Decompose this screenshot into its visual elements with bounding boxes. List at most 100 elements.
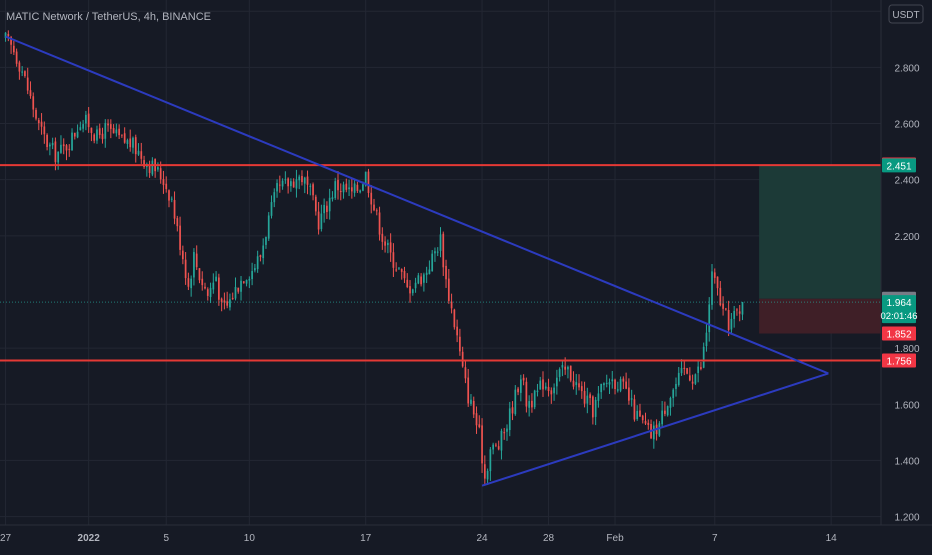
candle-down[interactable] [198, 268, 201, 284]
candle-up[interactable] [209, 282, 212, 304]
candle-down[interactable] [259, 254, 262, 262]
candle-up[interactable] [151, 157, 154, 177]
candle-down[interactable] [184, 252, 187, 285]
candle-down[interactable] [633, 394, 636, 422]
candle-down[interactable] [26, 67, 29, 95]
candle-down[interactable] [339, 183, 342, 201]
candle-down[interactable] [467, 368, 470, 407]
candle-up[interactable] [320, 204, 323, 232]
candle-down[interactable] [231, 292, 234, 300]
candle-down[interactable] [370, 185, 373, 214]
candle-down[interactable] [168, 189, 170, 208]
candle-down[interactable] [101, 127, 104, 144]
candle-up[interactable] [711, 264, 713, 310]
candle-up[interactable] [328, 188, 331, 220]
candle-up[interactable] [553, 383, 555, 401]
candle-down[interactable] [406, 273, 409, 289]
candle-down[interactable] [195, 245, 198, 271]
candle-down[interactable] [483, 455, 486, 486]
candle-up[interactable] [702, 342, 705, 369]
candle-down[interactable] [93, 133, 96, 144]
candle-up[interactable] [470, 394, 472, 406]
candle-up[interactable] [439, 227, 442, 258]
candle-down[interactable] [456, 319, 458, 343]
candle-down[interactable] [317, 201, 320, 235]
candle-up[interactable] [137, 143, 140, 156]
candle-up[interactable] [425, 266, 428, 284]
candle-up[interactable] [334, 177, 337, 200]
candle-up[interactable] [298, 174, 301, 190]
candle-up[interactable] [273, 188, 276, 208]
candle-up[interactable] [215, 271, 217, 282]
candle-up[interactable] [675, 377, 677, 397]
candle-down[interactable] [686, 367, 688, 375]
candle-down[interactable] [592, 395, 594, 425]
candle-down[interactable] [497, 440, 500, 451]
candle-down[interactable] [569, 365, 572, 383]
candle-down[interactable] [90, 127, 93, 142]
candle-up[interactable] [431, 250, 434, 272]
candle-up[interactable] [705, 323, 708, 352]
candle-down[interactable] [43, 121, 46, 144]
candle-down[interactable] [450, 293, 453, 314]
profit-zone[interactable] [759, 165, 881, 299]
candle-up[interactable] [741, 301, 744, 321]
candle-down[interactable] [237, 287, 240, 294]
candle-down[interactable] [218, 273, 220, 306]
candle-down[interactable] [129, 129, 132, 152]
candle-up[interactable] [170, 196, 173, 203]
candle-down[interactable] [400, 268, 403, 280]
candle-up[interactable] [414, 277, 417, 293]
candle-up[interactable] [229, 293, 231, 311]
candle-down[interactable] [292, 178, 295, 188]
candle-down[interactable] [688, 367, 691, 382]
candle-up[interactable] [248, 276, 251, 289]
candle-down[interactable] [12, 40, 15, 56]
candle-up[interactable] [597, 386, 600, 408]
candle-up[interactable] [575, 373, 578, 395]
candle-down[interactable] [392, 243, 395, 277]
candle-down[interactable] [32, 92, 35, 118]
candle-down[interactable] [420, 273, 422, 287]
candle-up[interactable] [533, 389, 536, 410]
candle-down[interactable] [395, 262, 398, 272]
candle-up[interactable] [586, 387, 589, 414]
candle-down[interactable] [121, 134, 123, 138]
candle-down[interactable] [162, 170, 165, 194]
candle-down[interactable] [37, 117, 40, 131]
candle-down[interactable] [691, 374, 694, 390]
candle-up[interactable] [262, 238, 265, 265]
candle-down[interactable] [453, 308, 456, 330]
candle-down[interactable] [109, 119, 112, 139]
candle-down[interactable] [134, 134, 137, 163]
candle-layer[interactable] [4, 30, 744, 486]
candle-down[interactable] [716, 276, 719, 296]
candle-up[interactable] [51, 137, 54, 150]
candle-up[interactable] [697, 360, 700, 383]
candle-down[interactable] [580, 381, 583, 399]
candle-down[interactable] [206, 287, 209, 301]
candle-down[interactable] [118, 124, 120, 139]
candle-down[interactable] [187, 272, 190, 291]
candle-up[interactable] [85, 110, 87, 131]
candle-up[interactable] [267, 212, 270, 241]
candle-down[interactable] [314, 194, 317, 216]
candle-down[interactable] [73, 132, 76, 140]
candle-down[interactable] [442, 231, 445, 276]
candle-down[interactable] [464, 360, 467, 384]
candle-down[interactable] [35, 107, 37, 121]
candle-down[interactable] [547, 378, 550, 397]
candle-up[interactable] [600, 383, 603, 399]
drawing-layer[interactable] [0, 35, 881, 487]
candle-down[interactable] [345, 178, 348, 193]
candle-down[interactable] [472, 396, 475, 419]
candle-down[interactable] [683, 361, 686, 376]
candle-up[interactable] [558, 367, 561, 382]
candle-up[interactable] [708, 297, 711, 342]
candle-down[interactable] [459, 328, 461, 356]
candle-up[interactable] [611, 370, 614, 389]
candle-up[interactable] [417, 272, 420, 285]
loss-zone[interactable] [759, 298, 881, 334]
candle-down[interactable] [639, 403, 641, 418]
